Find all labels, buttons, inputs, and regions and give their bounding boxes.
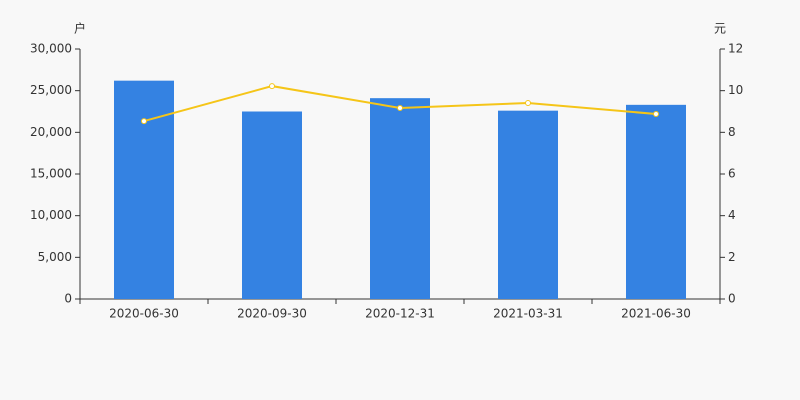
x-tick-label: 2021-03-31 [493, 307, 563, 321]
line-point [397, 104, 403, 111]
y-axis-label: 户 [74, 21, 86, 36]
y-tick-label: 10,000 [30, 208, 72, 222]
y2-tick-label: 2 [728, 250, 736, 264]
x-tick-label: 2020-09-30 [237, 307, 307, 321]
y2-tick-label: 6 [728, 167, 736, 181]
y2-tick-label: 4 [728, 208, 736, 222]
bar [626, 104, 686, 299]
y2-tick-label: 8 [728, 125, 736, 139]
bar [370, 98, 430, 300]
bar [242, 111, 302, 299]
y2-tick-label: 10 [728, 83, 743, 97]
line-point [141, 118, 147, 125]
line-point [269, 83, 275, 90]
bar [498, 110, 558, 300]
y-tick-label: 15,000 [30, 167, 72, 181]
y2-tick-label: 0 [728, 292, 736, 306]
line-point [653, 111, 659, 117]
x-tick-label: 2021-06-30 [621, 307, 691, 321]
line-point [525, 99, 531, 106]
y-tick-label: 5,000 [38, 250, 72, 264]
bar [114, 80, 174, 300]
y2-tick-label: 12 [728, 42, 743, 56]
y-tick-label: 30,000 [30, 42, 72, 56]
x-tick-label: 2020-06-30 [109, 307, 179, 321]
y-tick-label: 20,000 [30, 125, 72, 139]
x-tick-label: 2020-12-31 [365, 307, 435, 321]
y-tick-label: 25,000 [30, 83, 72, 97]
y-tick-label: 0 [64, 292, 72, 306]
y2-axis-label: 元 [714, 22, 726, 36]
